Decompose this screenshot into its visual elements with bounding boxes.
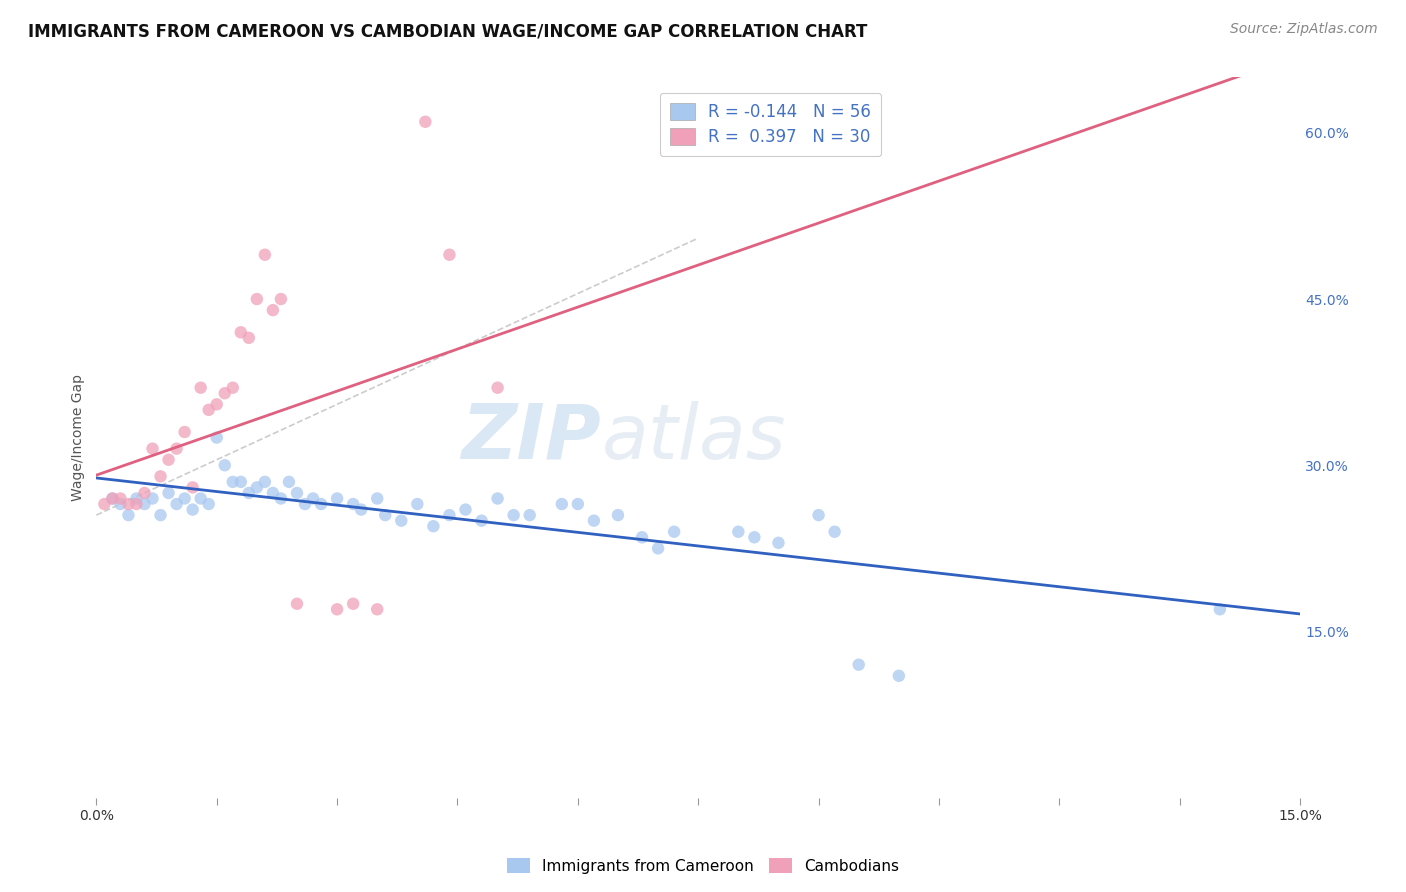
Legend: Immigrants from Cameroon, Cambodians: Immigrants from Cameroon, Cambodians: [501, 852, 905, 880]
Point: [519, 508, 541, 522]
Point: [768, 536, 790, 550]
Point: [101, 491, 124, 506]
Point: [262, 303, 284, 318]
Point: [302, 491, 325, 506]
Point: [125, 491, 148, 506]
Point: [253, 248, 276, 262]
Text: Source: ZipAtlas.com: Source: ZipAtlas.com: [1230, 22, 1378, 37]
Point: [117, 497, 139, 511]
Point: [125, 497, 148, 511]
Text: IMMIGRANTS FROM CAMEROON VS CAMBODIAN WAGE/INCOME GAP CORRELATION CHART: IMMIGRANTS FROM CAMEROON VS CAMBODIAN WA…: [28, 22, 868, 40]
Point: [238, 486, 260, 500]
Point: [326, 491, 349, 506]
Point: [470, 514, 492, 528]
Point: [238, 331, 260, 345]
Point: [415, 115, 437, 129]
Point: [551, 497, 574, 511]
Point: [166, 442, 188, 456]
Point: [350, 502, 373, 516]
Point: [326, 602, 349, 616]
Point: [222, 475, 245, 489]
Point: [366, 491, 388, 506]
Point: [253, 475, 276, 489]
Point: [439, 248, 461, 262]
Point: [374, 508, 396, 522]
Point: [824, 524, 846, 539]
Point: [229, 475, 252, 489]
Point: [406, 497, 429, 511]
Point: [101, 491, 124, 506]
Point: [389, 514, 412, 528]
Point: [246, 480, 269, 494]
Point: [1209, 602, 1232, 616]
Point: [214, 458, 236, 473]
Point: [190, 491, 212, 506]
Point: [647, 541, 669, 556]
Point: [205, 397, 228, 411]
Point: [141, 442, 163, 456]
Point: [197, 497, 219, 511]
Point: [222, 381, 245, 395]
Legend: R = -0.144   N = 56, R =  0.397   N = 30: R = -0.144 N = 56, R = 0.397 N = 30: [659, 93, 882, 156]
Point: [229, 326, 252, 340]
Point: [631, 530, 654, 544]
Point: [181, 480, 204, 494]
Point: [110, 491, 132, 506]
Point: [246, 292, 269, 306]
Point: [205, 431, 228, 445]
Point: [93, 497, 115, 511]
Point: [887, 669, 910, 683]
Point: [157, 452, 180, 467]
Point: [744, 530, 766, 544]
Point: [727, 524, 749, 539]
Point: [157, 486, 180, 500]
Point: [342, 597, 364, 611]
Point: [141, 491, 163, 506]
Point: [285, 486, 308, 500]
Point: [173, 491, 195, 506]
Point: [197, 402, 219, 417]
Point: [134, 497, 156, 511]
Text: ZIP: ZIP: [463, 401, 602, 475]
Point: [567, 497, 589, 511]
Point: [149, 469, 172, 483]
Point: [285, 597, 308, 611]
Point: [149, 508, 172, 522]
Point: [294, 497, 316, 511]
Point: [117, 508, 139, 522]
Point: [181, 502, 204, 516]
Point: [110, 497, 132, 511]
Point: [190, 381, 212, 395]
Point: [173, 425, 195, 439]
Point: [439, 508, 461, 522]
Point: [662, 524, 685, 539]
Point: [134, 486, 156, 500]
Point: [502, 508, 524, 522]
Text: atlas: atlas: [602, 401, 786, 475]
Point: [486, 491, 509, 506]
Point: [309, 497, 332, 511]
Point: [262, 486, 284, 500]
Point: [342, 497, 364, 511]
Point: [278, 475, 301, 489]
Point: [366, 602, 388, 616]
Point: [454, 502, 477, 516]
Point: [214, 386, 236, 401]
Point: [582, 514, 605, 528]
Point: [270, 292, 292, 306]
Point: [486, 381, 509, 395]
Point: [270, 491, 292, 506]
Point: [422, 519, 444, 533]
Point: [848, 657, 870, 672]
Y-axis label: Wage/Income Gap: Wage/Income Gap: [72, 374, 86, 501]
Point: [607, 508, 630, 522]
Point: [807, 508, 830, 522]
Point: [166, 497, 188, 511]
